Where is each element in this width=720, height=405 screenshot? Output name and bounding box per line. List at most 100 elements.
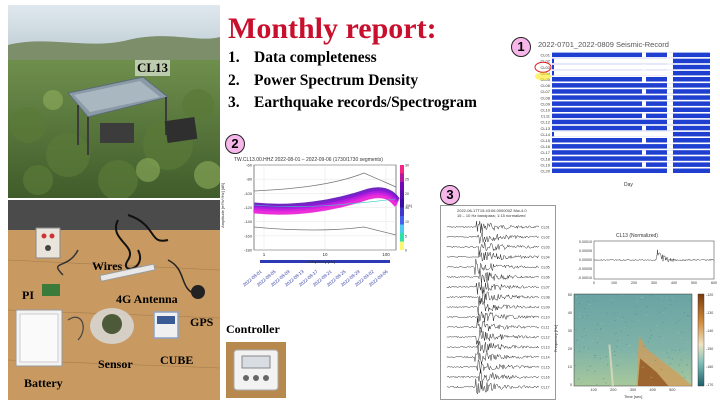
record-gap: [667, 125, 673, 131]
spectrogram-noise: [691, 385, 693, 387]
record-gap: [642, 64, 646, 70]
spectrogram-noise: [580, 361, 582, 363]
spectrogram-noise: [643, 345, 645, 347]
spectrogram-noise: [606, 312, 608, 314]
psd-title: TW.CL13.00.HHZ 2022‑08‑01 – 2022‑09‑06 (…: [234, 157, 383, 163]
spectrogram-noise: [640, 297, 642, 298]
spectrogram-noise: [616, 333, 618, 335]
spectrogram-noise: [623, 327, 625, 328]
waveform-station-label: CL09: [541, 306, 550, 310]
psd-ytick: -160: [244, 233, 253, 238]
psd-cbar-tick: 30: [405, 164, 409, 168]
spectrogram-noise: [686, 364, 688, 366]
spectrogram-noise: [594, 355, 597, 356]
record-station-label: CL14: [540, 132, 550, 137]
spectrogram-noise: [672, 297, 674, 299]
waveform-station-label: CL05: [541, 266, 550, 270]
spectrogram-noise: [688, 315, 690, 317]
record-gap: [642, 101, 646, 106]
badge-three: 3: [440, 185, 460, 205]
spectrogram-xlabel: Time [sec]: [624, 394, 643, 399]
record-row: [552, 150, 710, 155]
spectrogram-noise: [650, 329, 652, 331]
psd-xtick: 100: [382, 252, 390, 257]
psd-ylabel: Amplitude [m²/s⁴/Hz] [dB]: [219, 183, 225, 228]
single-trace-ytick: 0.00010: [579, 240, 592, 244]
spectrogram-noise: [594, 370, 596, 372]
waveform-station-label: CL01: [541, 226, 550, 230]
record-station-label: CL06: [540, 83, 550, 88]
waveform-trace: [446, 341, 540, 354]
spectrogram-noise: [633, 367, 635, 368]
record-row: [552, 95, 710, 100]
waveform-station-label: CL06: [541, 276, 550, 280]
spectrogram-ytick: 0: [570, 383, 572, 387]
record-gap: [554, 131, 672, 137]
spectrogram-noise: [676, 332, 678, 334]
spectrogram-noise: [599, 328, 602, 330]
record-row: [552, 168, 710, 173]
psd-ytick: -60: [246, 163, 253, 168]
psd-colorbar-segment: [400, 190, 404, 200]
single-trace-xtick: 0: [593, 281, 595, 285]
spectrogram-noise: [657, 298, 659, 300]
record-chart-title: 2022‑0701_2022‑0809 Seismic‑Record: [538, 40, 669, 49]
spectrogram-noise: [675, 322, 677, 324]
record-gap: [642, 113, 646, 119]
report-title: Monthly report:: [228, 12, 437, 45]
record-station-label: CL18: [540, 156, 550, 161]
components-photo: Wires PI 4G Antenna GPS Sensor CUBE Batt…: [8, 200, 220, 400]
waveform-trace: [446, 359, 540, 374]
spectrogram-noise: [597, 337, 599, 339]
spectrogram-xtick: 200: [610, 388, 616, 392]
record-gap: [667, 52, 673, 58]
spectrogram-noise: [681, 331, 683, 333]
waveform-trace: [446, 220, 540, 233]
spectrogram-noise: [593, 357, 596, 359]
spectrogram-noise: [647, 341, 649, 343]
report-item: 2. Power Spectrum Density: [228, 71, 419, 89]
label-battery: Battery: [24, 376, 63, 390]
spectrogram-noise: [636, 313, 638, 315]
spectrogram-noise: [654, 356, 656, 358]
spectrogram-noise: [605, 356, 608, 358]
record-station-label: CL07: [540, 89, 550, 94]
waveform-station-label: CL08: [541, 296, 550, 300]
spectrogram-noise: [670, 300, 672, 301]
spectrogram-noise: [659, 311, 661, 313]
psd-colorbar-segment: [400, 224, 404, 234]
spectrogram-noise: [666, 352, 668, 354]
psd-colorbar-segment: [400, 216, 404, 225]
record-gap: [667, 101, 673, 106]
spectrogram-noise: [587, 301, 589, 302]
spectrogram-noise: [605, 382, 607, 384]
record-gap: [667, 138, 673, 143]
spectrogram-noise: [633, 352, 635, 354]
spectrogram-noise: [610, 383, 612, 385]
psd-colorbar-segment: [400, 199, 404, 208]
waveform-trace: [446, 318, 540, 333]
spectrogram-noise: [663, 351, 665, 353]
record-row: [552, 125, 710, 131]
spectrogram-noise: [636, 358, 638, 360]
spectrogram-noise: [589, 304, 591, 306]
spectrogram-noise: [666, 297, 668, 299]
single-trace-title: CL13 (Normalized): [616, 233, 658, 239]
spectrogram-noise: [680, 359, 682, 361]
spectrogram-noise: [671, 358, 673, 360]
record-station-label: CL02: [540, 59, 550, 64]
spectrogram-noise: [649, 294, 651, 296]
record-row: [552, 113, 710, 119]
spectrogram-noise: [650, 377, 652, 378]
spectrogram-noise: [686, 341, 688, 343]
spectrogram-ytick: 40: [568, 311, 572, 315]
record-gap: [667, 83, 673, 88]
controller-photo: [226, 342, 286, 398]
record-gap: [667, 64, 673, 70]
spectrogram-noise: [651, 335, 653, 337]
spectrogram-noise: [652, 294, 654, 296]
label-sensor: Sensor: [98, 357, 133, 371]
spectrogram-noise: [582, 339, 584, 341]
waveform-station-label: CL02: [541, 236, 550, 240]
